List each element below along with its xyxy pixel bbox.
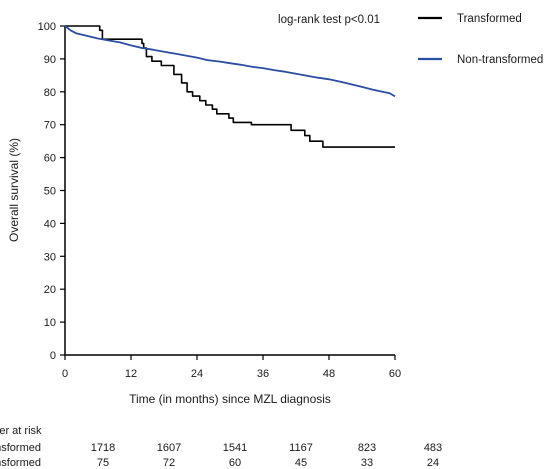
- y-tick-label: 50: [44, 186, 56, 198]
- risk-value: 24: [427, 457, 439, 469]
- series-line-1: [64, 25, 396, 98]
- y-tick-label: 60: [44, 153, 56, 165]
- legend: Transformed Non-transformed: [418, 13, 543, 66]
- risk-value: 33: [361, 457, 373, 469]
- y-tick-label: 10: [44, 317, 56, 329]
- x-tick-label: 12: [125, 368, 137, 380]
- risk-value: 483: [424, 442, 442, 454]
- y-tick-label: 40: [44, 218, 56, 230]
- x-tick-label: 0: [62, 368, 68, 380]
- risk-value: 72: [163, 457, 175, 469]
- risk-value: 823: [358, 442, 376, 454]
- risk-table: Number at risk Non-transformed 1718 1607 154…: [0, 425, 442, 469]
- risk-value: 45: [295, 457, 307, 469]
- legend-label-0: Transformed: [457, 13, 522, 25]
- y-axis-label: Overall survival (%): [7, 138, 21, 242]
- x-tick-label: 36: [257, 368, 269, 380]
- risk-value: 1541: [223, 442, 247, 454]
- survival-curves: [64, 25, 396, 148]
- legend-label-1: Non-transformed: [457, 54, 543, 66]
- y-tick-label: 90: [44, 54, 56, 66]
- risk-row-label-1: Transformed: [0, 457, 41, 469]
- axes: 0 10 20 30 40 50 60 70 80 90 100 0 12 24 36 48 60: [38, 21, 401, 380]
- x-axis-label: Time (in months) since MZL diagnosis: [129, 392, 331, 406]
- y-tick-label: 20: [44, 284, 56, 296]
- risk-value: 60: [229, 457, 241, 469]
- x-tick-label: 60: [389, 368, 401, 380]
- risk-table-title: Number at risk: [0, 425, 42, 437]
- risk-value: 75: [97, 457, 109, 469]
- y-tick-label: 0: [50, 350, 56, 362]
- y-tick-label: 70: [44, 120, 56, 132]
- risk-value: 1607: [157, 442, 181, 454]
- x-tick-label: 24: [191, 368, 203, 380]
- risk-value: 1718: [91, 442, 115, 454]
- risk-row-label-0: Non-transformed: [0, 442, 41, 454]
- y-tick-label: 30: [44, 251, 56, 263]
- y-tick-label: 100: [38, 21, 56, 33]
- risk-value: 1167: [289, 442, 313, 454]
- y-tick-label: 80: [44, 87, 56, 99]
- series-line-0: [65, 25, 395, 148]
- x-tick-label: 48: [323, 368, 335, 380]
- logrank-annotation: log-rank test p<0.01: [278, 14, 380, 26]
